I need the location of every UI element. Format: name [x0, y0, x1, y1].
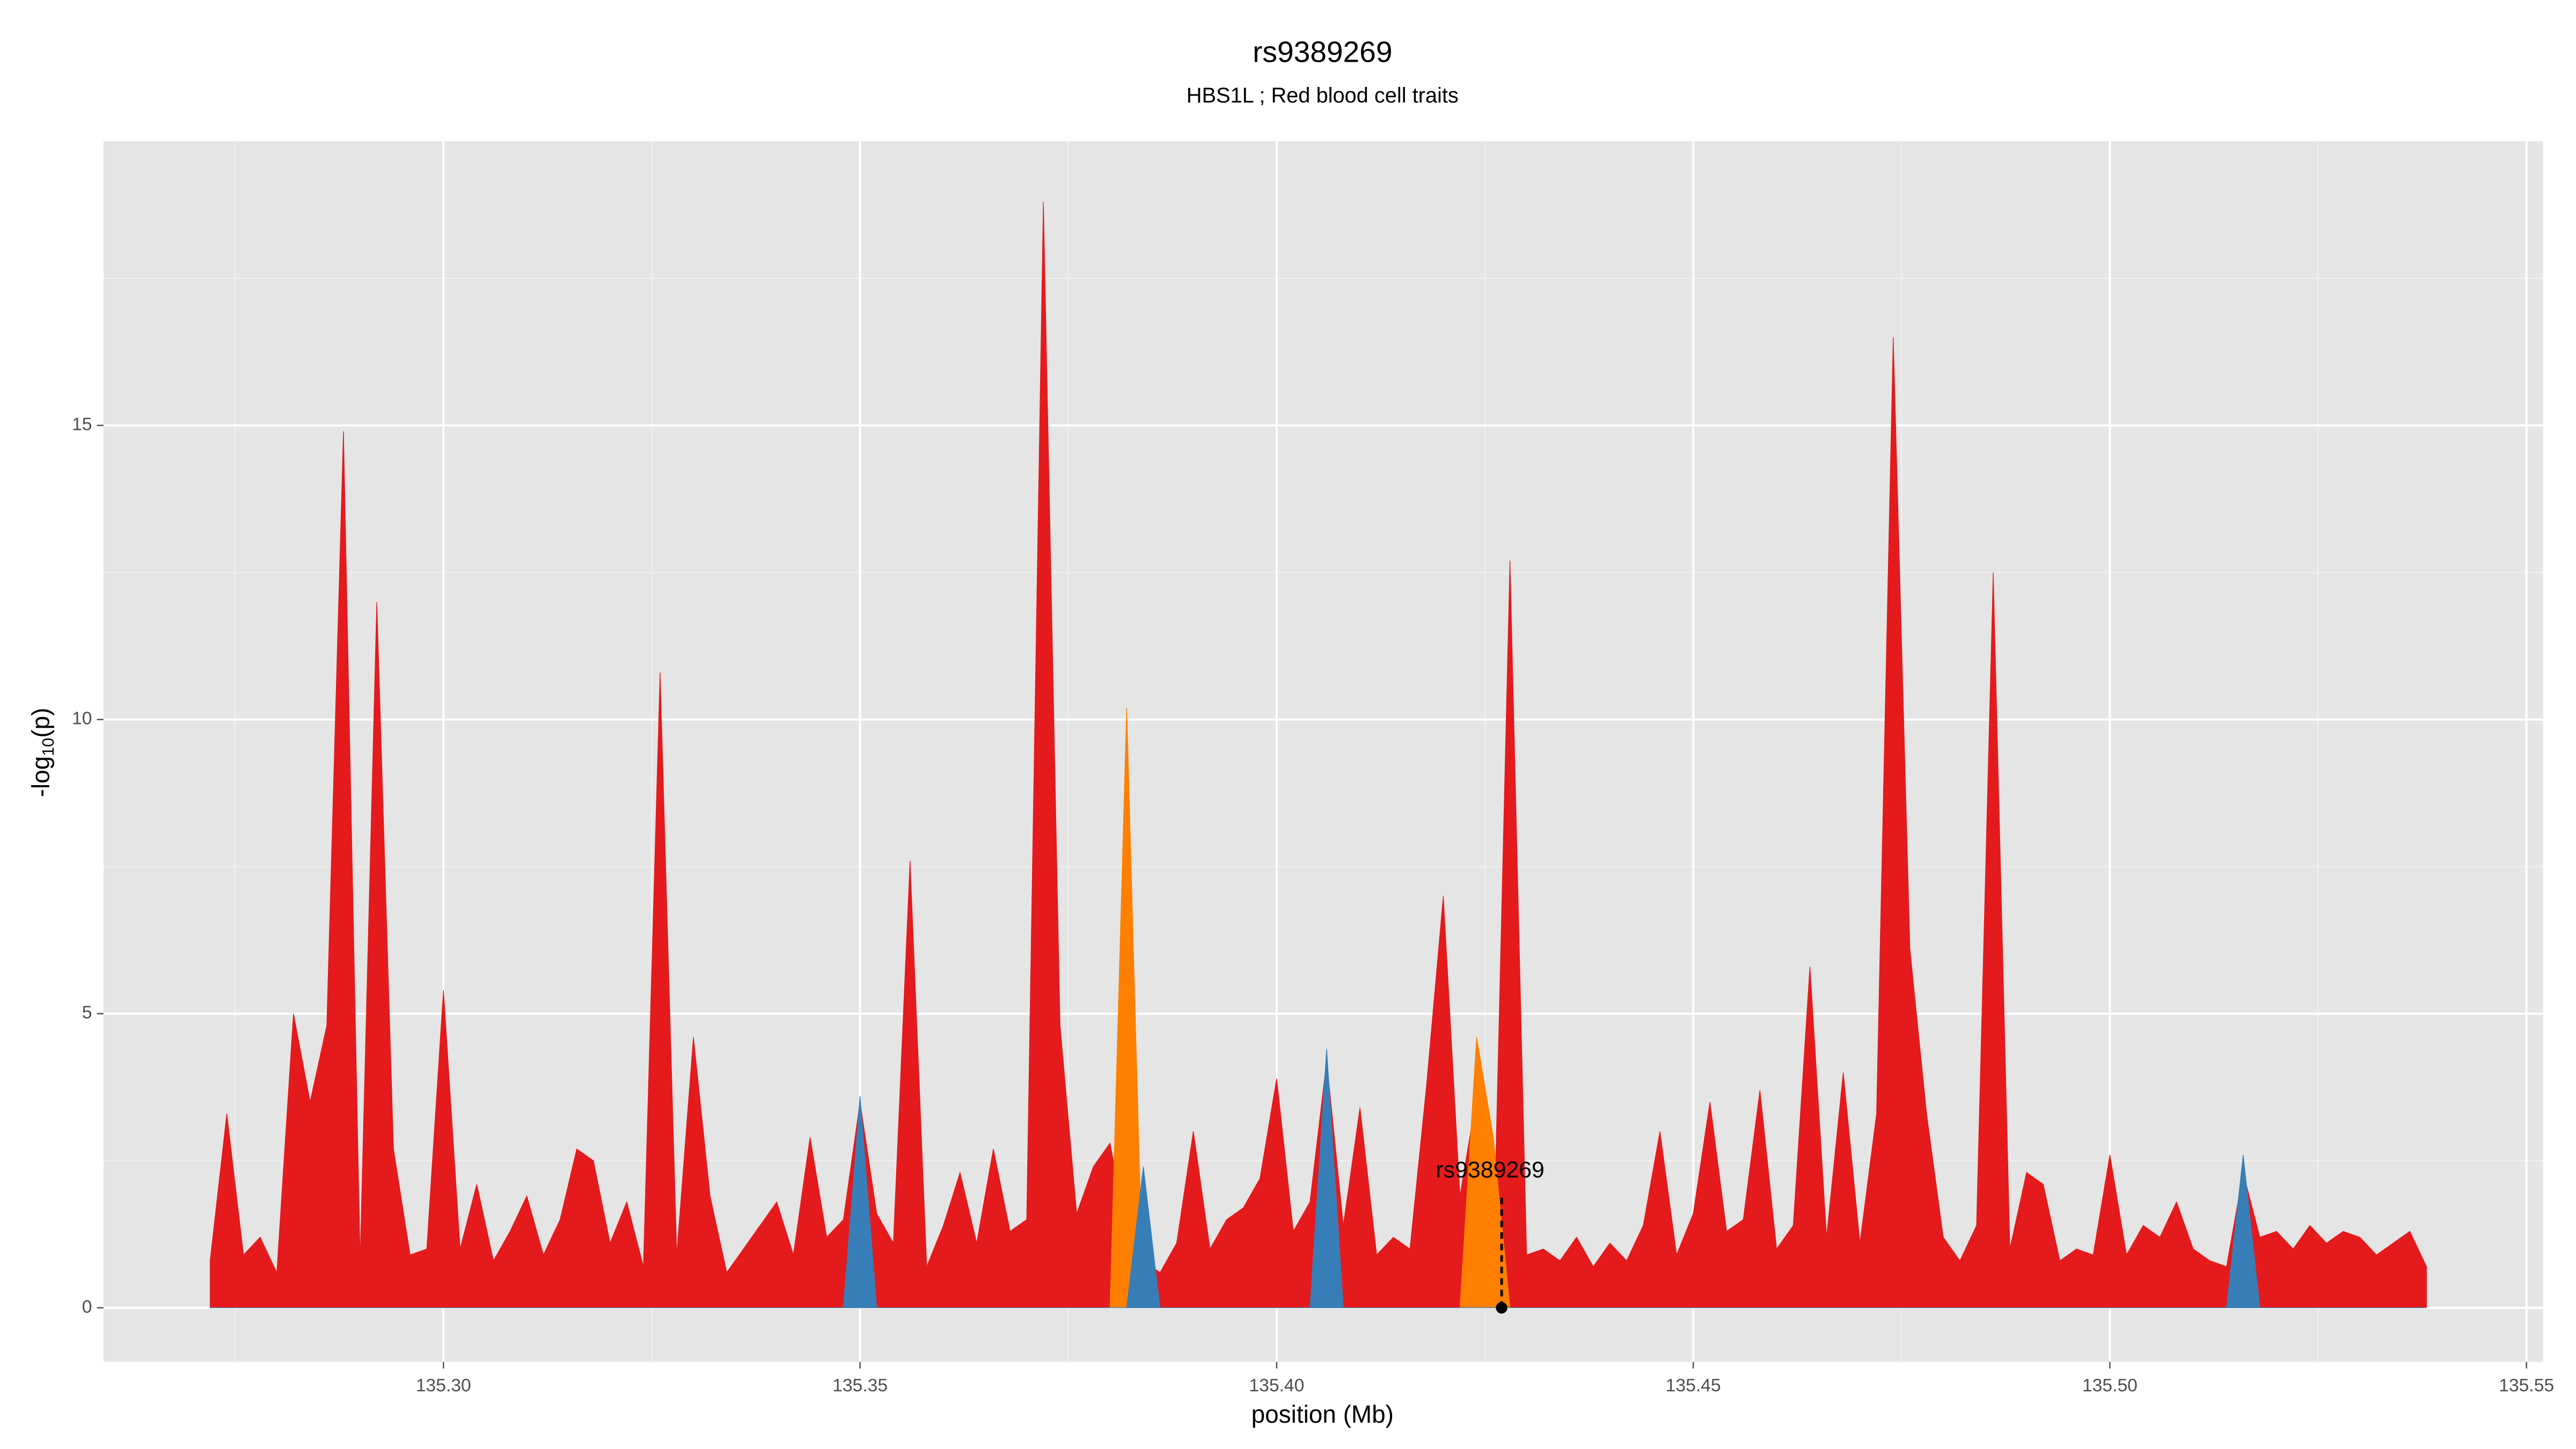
y-tick-label: 5: [82, 1003, 92, 1023]
y-label-suffix: (p): [27, 708, 55, 738]
annotation-point: [1496, 1302, 1507, 1314]
x-tick-label: 135.40: [1249, 1376, 1304, 1396]
y-label-subscript: 10: [39, 738, 57, 756]
x-tick-label: 135.35: [832, 1376, 888, 1396]
y-axis-label: -log10(p): [27, 708, 57, 797]
x-axis-label: position (Mb): [1252, 1400, 1394, 1428]
chart-title: rs9389269: [1253, 35, 1392, 69]
chart-subtitle: HBS1L ; Red blood cell traits: [1187, 84, 1459, 107]
x-tick-label: 135.45: [1666, 1376, 1721, 1396]
x-tick-label: 135.55: [2499, 1376, 2554, 1396]
y-label-prefix: -log: [27, 756, 55, 797]
annotation-label: rs9389269: [1436, 1157, 1544, 1183]
area-series: [210, 1049, 2427, 1308]
y-tick-label: 10: [72, 709, 92, 729]
x-tick-label: 135.30: [416, 1376, 471, 1396]
y-tick-label: 15: [72, 415, 92, 435]
x-tick-label: 135.50: [2082, 1376, 2138, 1396]
y-tick-label: 0: [82, 1297, 92, 1317]
